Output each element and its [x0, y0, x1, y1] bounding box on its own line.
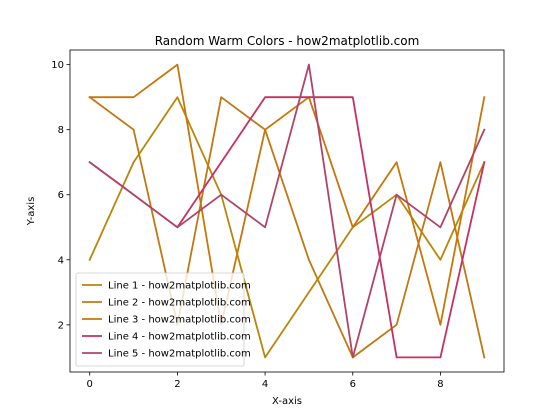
y-tick-label: 4	[58, 255, 64, 266]
legend-label: Line 3 - how2matplotlib.com	[108, 315, 251, 326]
legend-label: Line 2 - how2matplotlib.com	[108, 298, 251, 309]
series-line-1	[88, 96, 486, 359]
x-axis-ticks: 0 2 4 6 8	[87, 372, 444, 390]
series-lines	[88, 63, 486, 359]
legend: Line 1 - how2matplotlib.com Line 2 - how2…	[75, 272, 251, 367]
x-tick-label: 2	[174, 379, 180, 390]
x-tick-label: 0	[87, 379, 93, 390]
axes	[69, 49, 505, 373]
legend-label: Line 5 - how2matplotlib.com	[108, 349, 251, 360]
x-axis-label: X-axis	[272, 396, 302, 407]
series-line-3	[88, 63, 486, 326]
y-axis-ticks: 2 4 6 8 10	[51, 60, 70, 331]
y-axis-label: Y-axis	[26, 197, 37, 227]
x-tick-label: 4	[262, 379, 268, 390]
chart-title: Random Warm Colors - how2matplotlib.com	[155, 34, 420, 48]
legend-box	[75, 272, 245, 367]
x-tick-label: 8	[437, 379, 443, 390]
y-tick-label: 2	[58, 320, 64, 331]
legend-label: Line 4 - how2matplotlib.com	[108, 332, 251, 343]
y-tick-label: 8	[58, 125, 64, 136]
x-tick-label: 6	[350, 379, 356, 390]
y-tick-label: 6	[58, 190, 64, 201]
y-tick-label: 10	[51, 60, 64, 71]
series-line-5	[88, 63, 486, 359]
legend-label: Line 1 - how2matplotlib.com	[108, 281, 251, 292]
axes-frame	[69, 49, 505, 373]
